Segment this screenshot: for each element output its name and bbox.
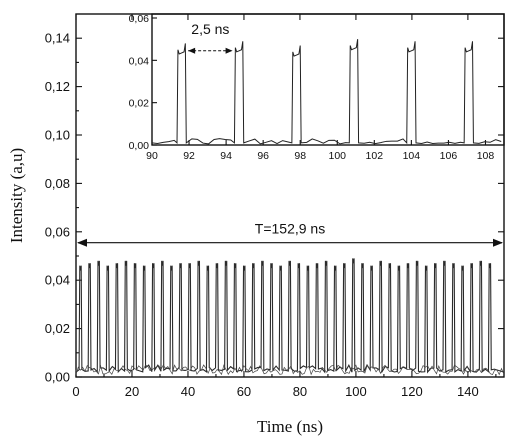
x-tick-label: 80 [293, 384, 307, 399]
y-tick-label: 0,02 [45, 321, 70, 336]
inset-x-tick-label: 100 [328, 150, 346, 162]
x-tick-label: 0 [72, 384, 79, 399]
x-tick-label: 60 [237, 384, 251, 399]
x-tick-label: 120 [401, 384, 423, 399]
y-axis-title: Intensity (a,u) [7, 148, 26, 243]
x-tick-label: 100 [345, 384, 367, 399]
y-tick-label: 0,06 [45, 224, 70, 239]
inset-x-tick-label: 96 [257, 150, 269, 162]
main-pulse-trace [75, 258, 505, 376]
inset-x-tick-label: 104 [403, 150, 421, 162]
inset-arrow-left-head [188, 47, 196, 54]
inset-x-tick-label: 90 [146, 150, 158, 162]
y-tick-label: 0,12 [45, 79, 70, 94]
inset-x-tick-label: 108 [477, 150, 495, 162]
inset-plot: 90 92 94 96 98 100 102 104 106 108 0,00 0,02 0,04 0,0… [129, 13, 505, 162]
period-annotation: T=152,9 ns [77, 221, 503, 247]
period-label: T=152,9 ns [255, 221, 325, 237]
inset-x-tick-label: 106 [440, 150, 458, 162]
inset-x-tick-label: 94 [220, 150, 232, 162]
inset-y-tick-label: 0,02 [129, 98, 150, 110]
inset-y-tick-label: 0,06 [129, 13, 150, 25]
inset-pulse-trace [151, 39, 502, 145]
main-baseline-noise [75, 364, 505, 376]
main-axis-ticks: 0 20 40 60 80 100 120 140 0,00 0,02 0,04 0,06 0,08 0,… [45, 14, 504, 399]
inset-y-tick-label: 0,00 [129, 140, 150, 152]
y-tick-label: 0,14 [45, 31, 70, 46]
inset-width-label: 2,5 ns [191, 21, 229, 37]
y-tick-label: 0,00 [45, 370, 70, 385]
x-tick-label: 40 [181, 384, 195, 399]
main-trace-path [75, 258, 505, 374]
inset-x-tick-label: 102 [366, 150, 384, 162]
inset-arrow-right-head [225, 47, 233, 54]
inset-x-tick-label: 98 [294, 150, 306, 162]
inset-y-tick-label: 0,04 [129, 55, 150, 67]
inset-width-annotation: 2,5 ns [188, 21, 233, 54]
inset-plot-frame [151, 13, 505, 146]
inset-trace-path [151, 39, 502, 145]
x-tick-label: 20 [125, 384, 139, 399]
y-tick-label: 0,10 [45, 128, 70, 143]
inset-axis-ticks: 90 92 94 96 98 100 102 104 106 108 0,00 0,02 0,04 0,0… [129, 13, 495, 162]
period-arrow-right-head [493, 238, 503, 247]
x-axis-title: Time (ns) [257, 417, 323, 436]
x-tick-label: 140 [457, 384, 479, 399]
y-tick-label: 0,08 [45, 176, 70, 191]
period-arrow-left-head [77, 238, 87, 247]
y-tick-label: 0,04 [45, 273, 70, 288]
inset-x-tick-label: 92 [183, 150, 195, 162]
